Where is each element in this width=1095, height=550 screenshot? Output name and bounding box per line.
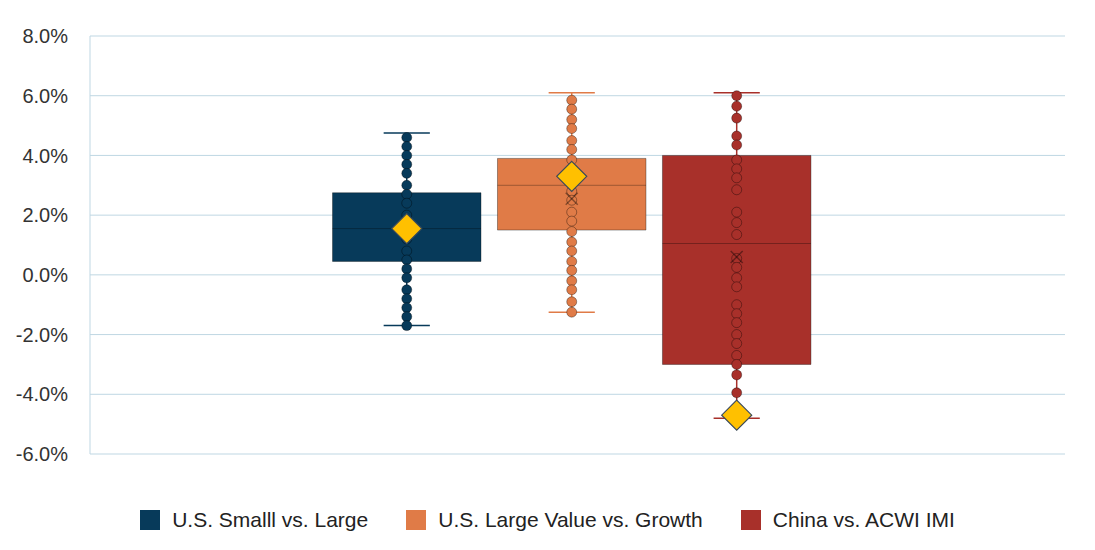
svg-text:2.0%: 2.0% [22, 204, 68, 226]
svg-text:6.0%: 6.0% [22, 85, 68, 107]
html-text:U.S. Smalll vs. Large: U.S. Smalll vs. Large [172, 508, 369, 531]
svg-text:-4.0%: -4.0% [16, 383, 68, 405]
svg-text:-2.0%: -2.0% [16, 324, 68, 346]
svg-text:-6.0%: -6.0% [16, 443, 68, 465]
svg-text:0.0%: 0.0% [22, 264, 68, 286]
svg-text:8.0%: 8.0% [22, 25, 68, 47]
html-text:U.S. Large Value vs. Growth: U.S. Large Value vs. Growth [438, 508, 703, 531]
html-text:China vs. ACWI IMI: China vs. ACWI IMI [772, 508, 955, 531]
svg-text:4.0%: 4.0% [22, 145, 68, 167]
